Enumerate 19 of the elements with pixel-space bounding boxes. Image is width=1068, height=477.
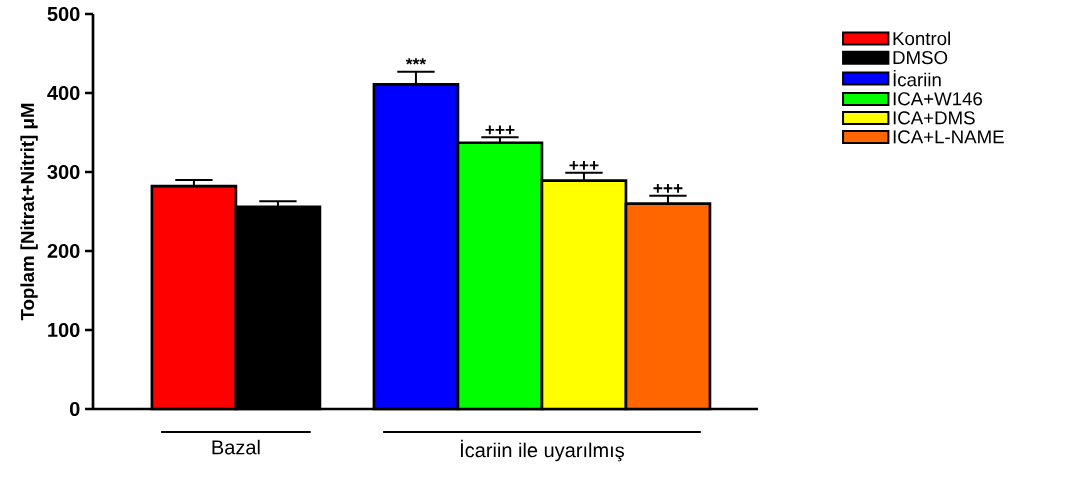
y-tick-label: 0 [69,401,80,417]
legend-label: İcariin [893,69,941,87]
annotation: +++ [653,183,683,193]
y-tick-label: 200 [47,243,80,259]
legend-label: DMSO [893,50,948,65]
legend-label: ICA+L-NAME [893,130,1004,144]
y-tick-label: 400 [47,85,80,101]
annotation: +++ [569,161,599,170]
annotation: +++ [485,125,515,135]
y-tick-label: 300 [47,164,80,180]
y-tick-label: 500 [47,6,80,22]
x-tick-label: Bazal [212,439,260,455]
legend-label: ICA+W146 [893,92,983,106]
y-axis-title: Toplam [Nitrat+Nitrit] μM [20,103,38,321]
y-tick-label: 100 [48,322,80,338]
legend-label: Kontrol [893,31,950,46]
x-tick-label: İcariin ile uyarılmış [460,439,624,462]
annotation: *** [405,58,427,65]
legend-label: ICA+DMS [893,111,975,125]
